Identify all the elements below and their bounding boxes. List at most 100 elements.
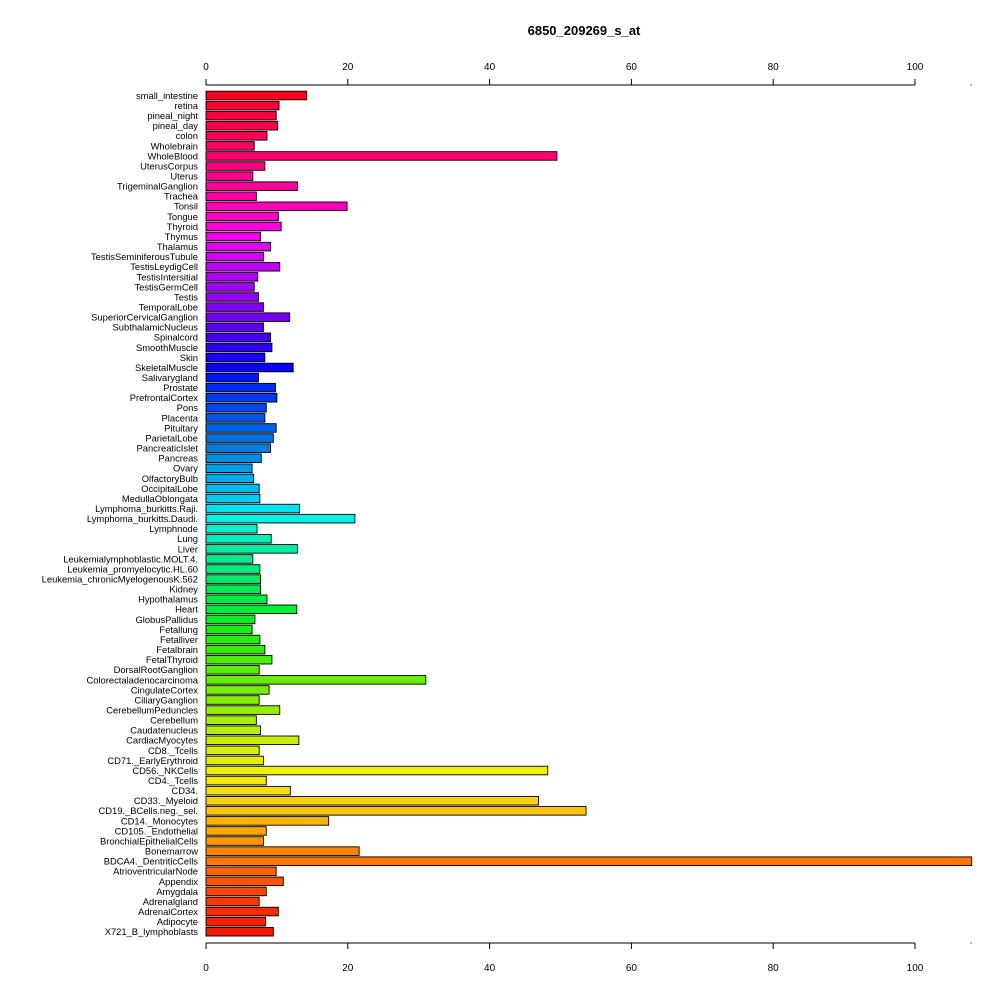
bar xyxy=(205,282,255,292)
bar xyxy=(205,151,558,161)
bar xyxy=(205,705,281,715)
category-label: Heart xyxy=(175,604,198,615)
category-label: CerebellumPeduncles xyxy=(106,704,198,715)
category-label: Lung xyxy=(177,533,198,544)
category-label: Leukemia_chronicMyelogenousK.562 xyxy=(42,574,198,585)
category-label: BDCA4._DentriticCells xyxy=(104,856,199,867)
bottom-axis-tick-label: 60 xyxy=(626,963,638,974)
bar xyxy=(205,231,262,242)
bar xyxy=(205,463,253,474)
bar xyxy=(205,685,270,695)
bar xyxy=(205,211,279,222)
category-label: AtrioventricularNode xyxy=(113,866,198,877)
category-label: CD105._Endothelial xyxy=(115,825,198,836)
bar xyxy=(205,332,271,343)
bottom-axis-tick-label: 40 xyxy=(484,963,496,974)
category-label: TestisSeminiferousTubule xyxy=(91,251,198,262)
bar xyxy=(205,443,271,453)
bar xyxy=(205,120,279,131)
bar xyxy=(205,584,262,594)
category-label: AdrenalCortex xyxy=(138,906,198,917)
category-label: CingulateCortex xyxy=(131,684,199,695)
category-label: Adrenalgland xyxy=(143,896,198,907)
bar xyxy=(205,372,259,383)
bar xyxy=(205,846,360,856)
category-label: Hypothalamus xyxy=(138,594,198,605)
category-label: Fetalliver xyxy=(160,634,198,645)
bar xyxy=(205,634,261,645)
category-labels: small_intestineretinapineal_nightpineal_… xyxy=(42,90,199,937)
category-label: Trachea xyxy=(164,191,199,202)
bar xyxy=(205,342,273,353)
bar xyxy=(205,352,266,363)
category-label: Fetalbrain xyxy=(156,644,198,655)
category-label: TestisGermCell xyxy=(134,281,198,292)
category-label: Kidney xyxy=(169,584,198,595)
category-label: CD71._EarlyErythroid xyxy=(107,755,198,766)
category-label: Prostate xyxy=(163,382,198,393)
bar xyxy=(205,554,254,564)
category-label: SkeletalMuscle xyxy=(135,362,198,373)
bar xyxy=(205,433,274,443)
bar xyxy=(205,503,301,514)
bottom-axis-tick-label: 100 xyxy=(907,963,924,974)
top-axis-tick-label: 80 xyxy=(768,62,780,73)
bar xyxy=(205,886,267,897)
category-label: Skin xyxy=(180,352,198,363)
bar xyxy=(205,473,254,484)
bar xyxy=(205,654,273,665)
category-label: Lymphnode xyxy=(149,523,198,534)
category-label: X721_B_lymphoblasts xyxy=(105,926,199,937)
bar xyxy=(205,614,256,625)
category-label: Tongue xyxy=(167,211,198,222)
category-label: Bonemarrow xyxy=(145,846,198,857)
bar xyxy=(205,362,294,373)
category-label: GlobusPallidus xyxy=(135,614,198,625)
bar xyxy=(205,796,539,806)
bar xyxy=(205,393,278,403)
axes: 0 20 40 60 80 100 0 20 40 60 80 100 xyxy=(203,62,972,974)
bar xyxy=(205,403,267,413)
category-label: Adipocyte xyxy=(157,916,198,927)
category-label: pineal_night xyxy=(147,110,198,121)
bar xyxy=(205,695,260,705)
bar xyxy=(205,715,257,725)
category-label: Pituitary xyxy=(164,422,198,433)
bar xyxy=(205,564,261,574)
category-label: Leukemialymphoblastic.MOLT.4. xyxy=(63,553,198,564)
category-label: TestisLeydigCell xyxy=(130,261,198,272)
bar xyxy=(205,251,264,262)
category-label: TestisIntersitial xyxy=(137,271,198,282)
bar xyxy=(205,665,260,675)
category-label: small_intestine xyxy=(136,90,198,101)
category-label: Uterus xyxy=(170,171,198,182)
category-label: DorsalRootGanglion xyxy=(114,664,198,675)
bar xyxy=(205,806,587,816)
bar xyxy=(205,906,279,917)
bar xyxy=(205,594,268,605)
category-label: OccipitalLobe xyxy=(141,483,198,494)
bar xyxy=(205,453,262,463)
category-label: Placenta xyxy=(162,412,199,423)
bar xyxy=(205,302,264,312)
top-axis-tick-label: 40 xyxy=(484,62,496,73)
bar xyxy=(205,201,348,212)
bar xyxy=(205,866,277,877)
category-label: SuperiorCervicalGanglion xyxy=(91,312,198,323)
bar xyxy=(205,141,255,151)
category-label: CD33._Myeloid xyxy=(134,795,198,806)
bar xyxy=(205,483,260,494)
bar xyxy=(205,292,259,302)
bar xyxy=(205,816,330,826)
bar xyxy=(205,926,274,937)
category-label: Salivarygland xyxy=(142,372,198,383)
bar xyxy=(205,785,291,796)
category-label: BronchialEpithelialCells xyxy=(100,835,198,846)
bar xyxy=(205,171,254,181)
bar xyxy=(205,493,261,504)
bars xyxy=(205,90,973,937)
category-label: Testis xyxy=(174,291,198,302)
category-label: Pons xyxy=(177,402,199,413)
